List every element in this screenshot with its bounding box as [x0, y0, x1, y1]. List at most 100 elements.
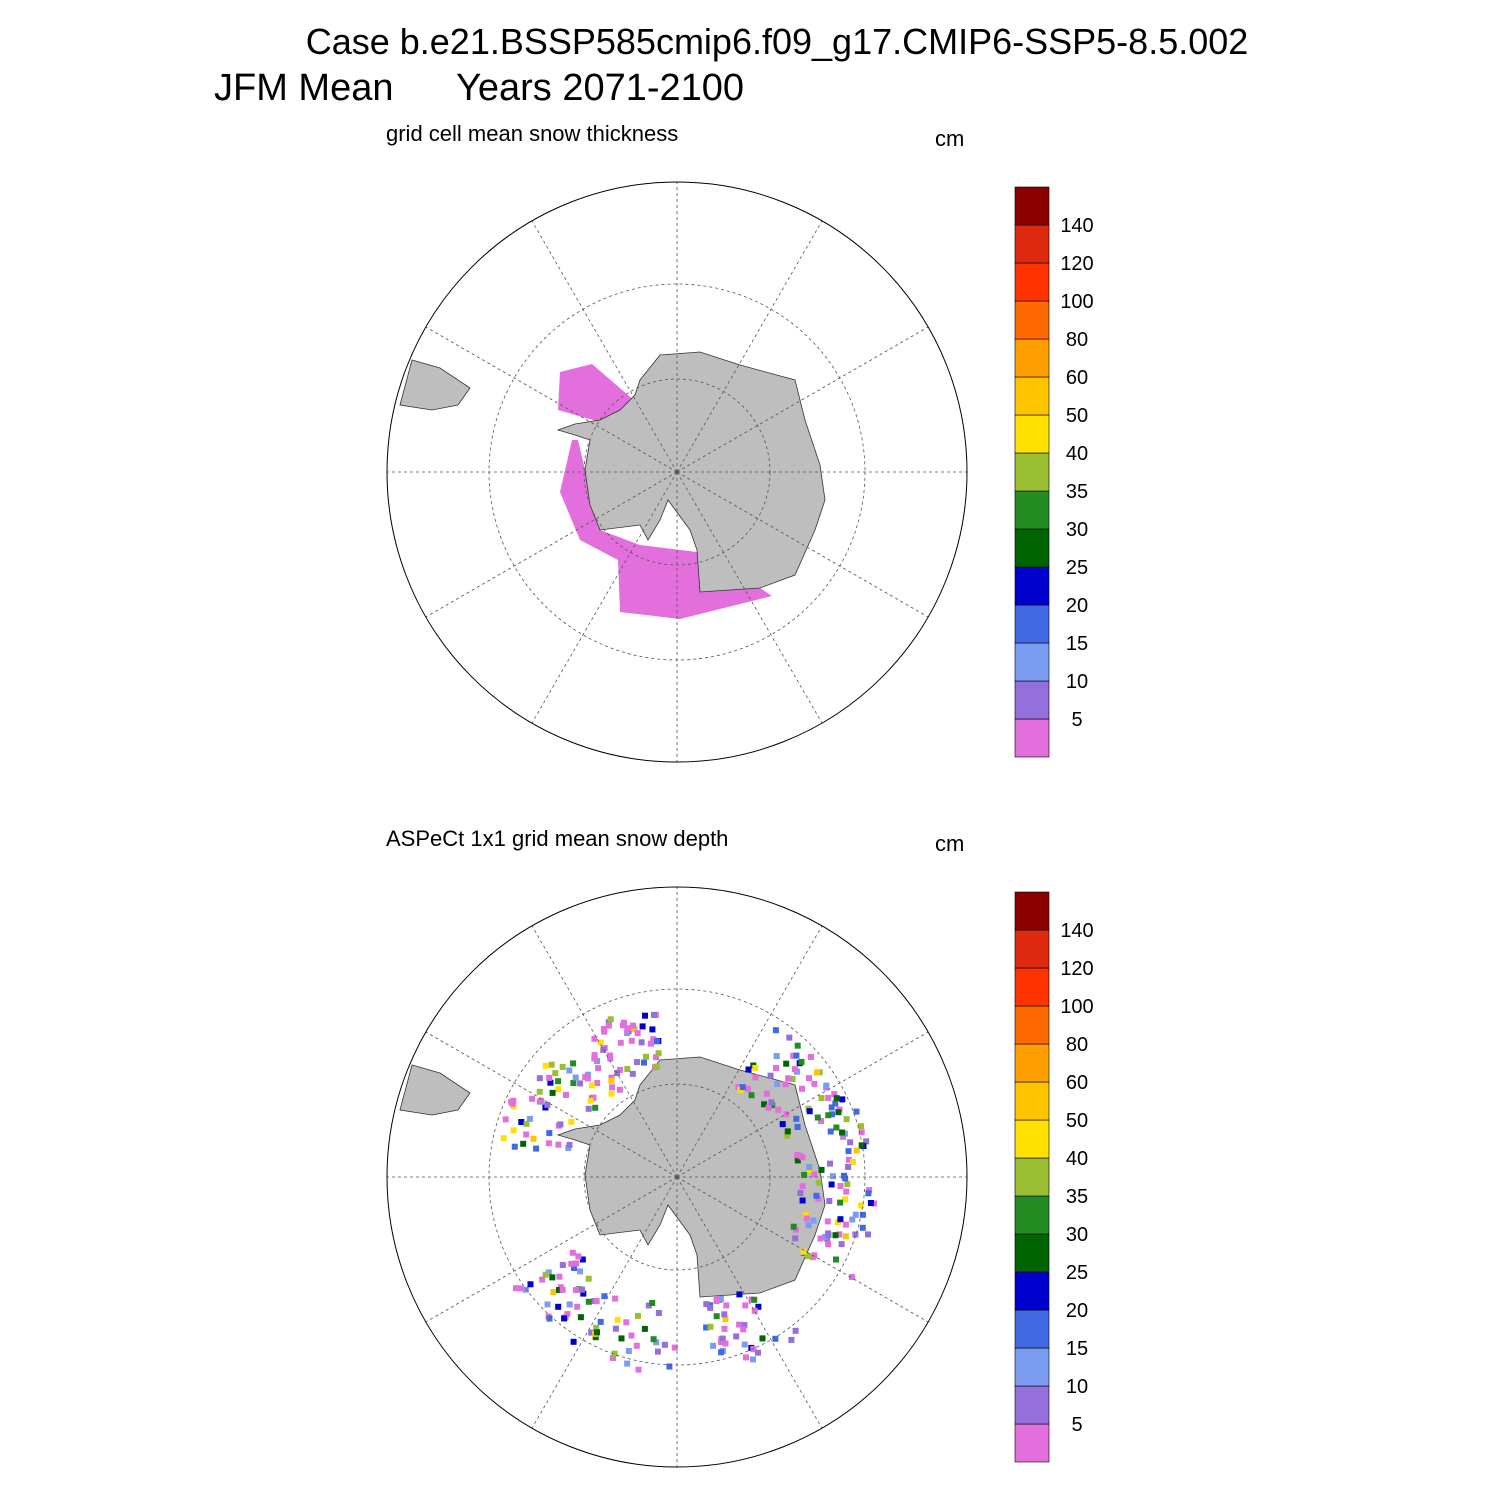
snow-cell: [620, 1022, 626, 1029]
snow-cell: [579, 1256, 586, 1263]
snow-cell: [629, 1070, 636, 1077]
snow-cell: [847, 1139, 854, 1146]
snow-cell: [713, 1313, 720, 1320]
panel-title: grid cell mean snow thickness: [386, 121, 678, 146]
snow-cell: [648, 1040, 654, 1047]
snow-cell: [825, 1241, 832, 1248]
snow-cell: [759, 1335, 766, 1342]
snow-cell: [555, 1141, 562, 1148]
snow-cell: [790, 1052, 797, 1059]
snow-cell: [794, 1152, 801, 1158]
snow-cell: [533, 1145, 540, 1152]
meridian: [676, 220, 823, 473]
snow-cell: [799, 1183, 806, 1190]
colorbar-label: 140: [1060, 215, 1093, 237]
snow-cell: [843, 1116, 850, 1123]
snow-cell: [566, 1301, 573, 1308]
snow-cell: [548, 1061, 555, 1068]
snow-cell: [784, 1132, 791, 1139]
snow-cell: [550, 1289, 557, 1295]
snow-cell: [635, 1366, 642, 1373]
snow-cell: [815, 1179, 822, 1186]
snow-cell: [745, 1066, 752, 1073]
snow-cell: [559, 1064, 566, 1070]
snow-cell: [719, 1335, 726, 1342]
colorbar-label: 140: [1060, 920, 1093, 942]
colorbar-label: 40: [1066, 1148, 1088, 1170]
snow-cell: [661, 1341, 668, 1348]
colorbar-label: 60: [1066, 1072, 1088, 1094]
colorbar-box: [1014, 1233, 1050, 1273]
snow-cell: [703, 1324, 710, 1331]
snow-cell: [510, 1127, 517, 1134]
snow-cell: [584, 1075, 591, 1082]
colorbar-box: [1014, 224, 1050, 264]
snow-cell: [592, 1104, 599, 1111]
snow-cell: [772, 1335, 779, 1342]
snow-cell: [555, 1078, 562, 1085]
snow-cell: [643, 1053, 649, 1060]
snow-cell: [774, 1080, 781, 1087]
snow-cell: [842, 1175, 849, 1182]
snow-cell: [638, 1039, 645, 1046]
snow-cell: [818, 1095, 825, 1102]
snow-cell: [752, 1074, 759, 1081]
meridian: [425, 1031, 678, 1178]
snow-cell: [523, 1131, 530, 1138]
colorbar-box: [1014, 1347, 1050, 1387]
snow-cell: [580, 1290, 587, 1297]
snow-cell: [829, 1111, 835, 1118]
colorbar-box: [1014, 1157, 1050, 1197]
snow-cell: [814, 1114, 821, 1121]
colorbar-box: [1014, 1385, 1050, 1425]
meridian: [676, 925, 823, 1178]
snow-cell: [577, 1080, 584, 1087]
snow-cell: [806, 1108, 813, 1115]
snow-field: [560, 440, 772, 619]
snow-cell: [522, 1286, 529, 1293]
snow-cell: [565, 1145, 572, 1151]
snow-cell: [624, 1066, 631, 1072]
snow-cell: [853, 1147, 860, 1154]
snow-cell: [845, 1156, 852, 1163]
snow-cell: [739, 1084, 746, 1091]
snow-cell: [639, 1023, 646, 1030]
snow-cell: [630, 1022, 637, 1029]
snow-cell: [835, 1109, 842, 1116]
snow-cell: [839, 1129, 846, 1136]
snow-cell: [799, 1085, 805, 1092]
colorbar-box: [1014, 566, 1050, 606]
snow-cell: [529, 1095, 536, 1102]
snow-cell: [651, 1011, 657, 1018]
snow-cell: [649, 1300, 656, 1306]
snow-cell: [585, 1298, 592, 1305]
snow-cell: [844, 1181, 851, 1188]
snow-cell: [833, 1124, 840, 1131]
snow-cell: [650, 1036, 657, 1043]
snow-cell: [745, 1085, 751, 1092]
snow-cell: [733, 1333, 740, 1340]
snow-cell: [800, 1248, 807, 1255]
snow-cell: [802, 1211, 809, 1218]
snow-cell: [571, 1265, 577, 1271]
snow-cell: [542, 1062, 549, 1069]
meridian: [531, 220, 678, 473]
snow-cell: [572, 1287, 579, 1293]
colorbar-box: [1014, 1271, 1050, 1311]
snow-cell: [814, 1069, 820, 1076]
snow-cell: [654, 1038, 660, 1045]
meridian: [425, 1176, 678, 1323]
snow-cell: [811, 1171, 818, 1178]
snow-cell: [775, 1106, 782, 1113]
snow-cell: [848, 1274, 855, 1280]
snow-cell: [568, 1118, 575, 1125]
snow-cell: [767, 1072, 774, 1079]
snow-cell: [859, 1224, 866, 1231]
snow-cell: [822, 1233, 828, 1240]
colorbar-box: [1014, 452, 1050, 492]
meridian: [531, 471, 678, 724]
meridian: [531, 1176, 678, 1429]
snow-cell: [502, 1116, 509, 1123]
snow-cell: [845, 1148, 852, 1155]
